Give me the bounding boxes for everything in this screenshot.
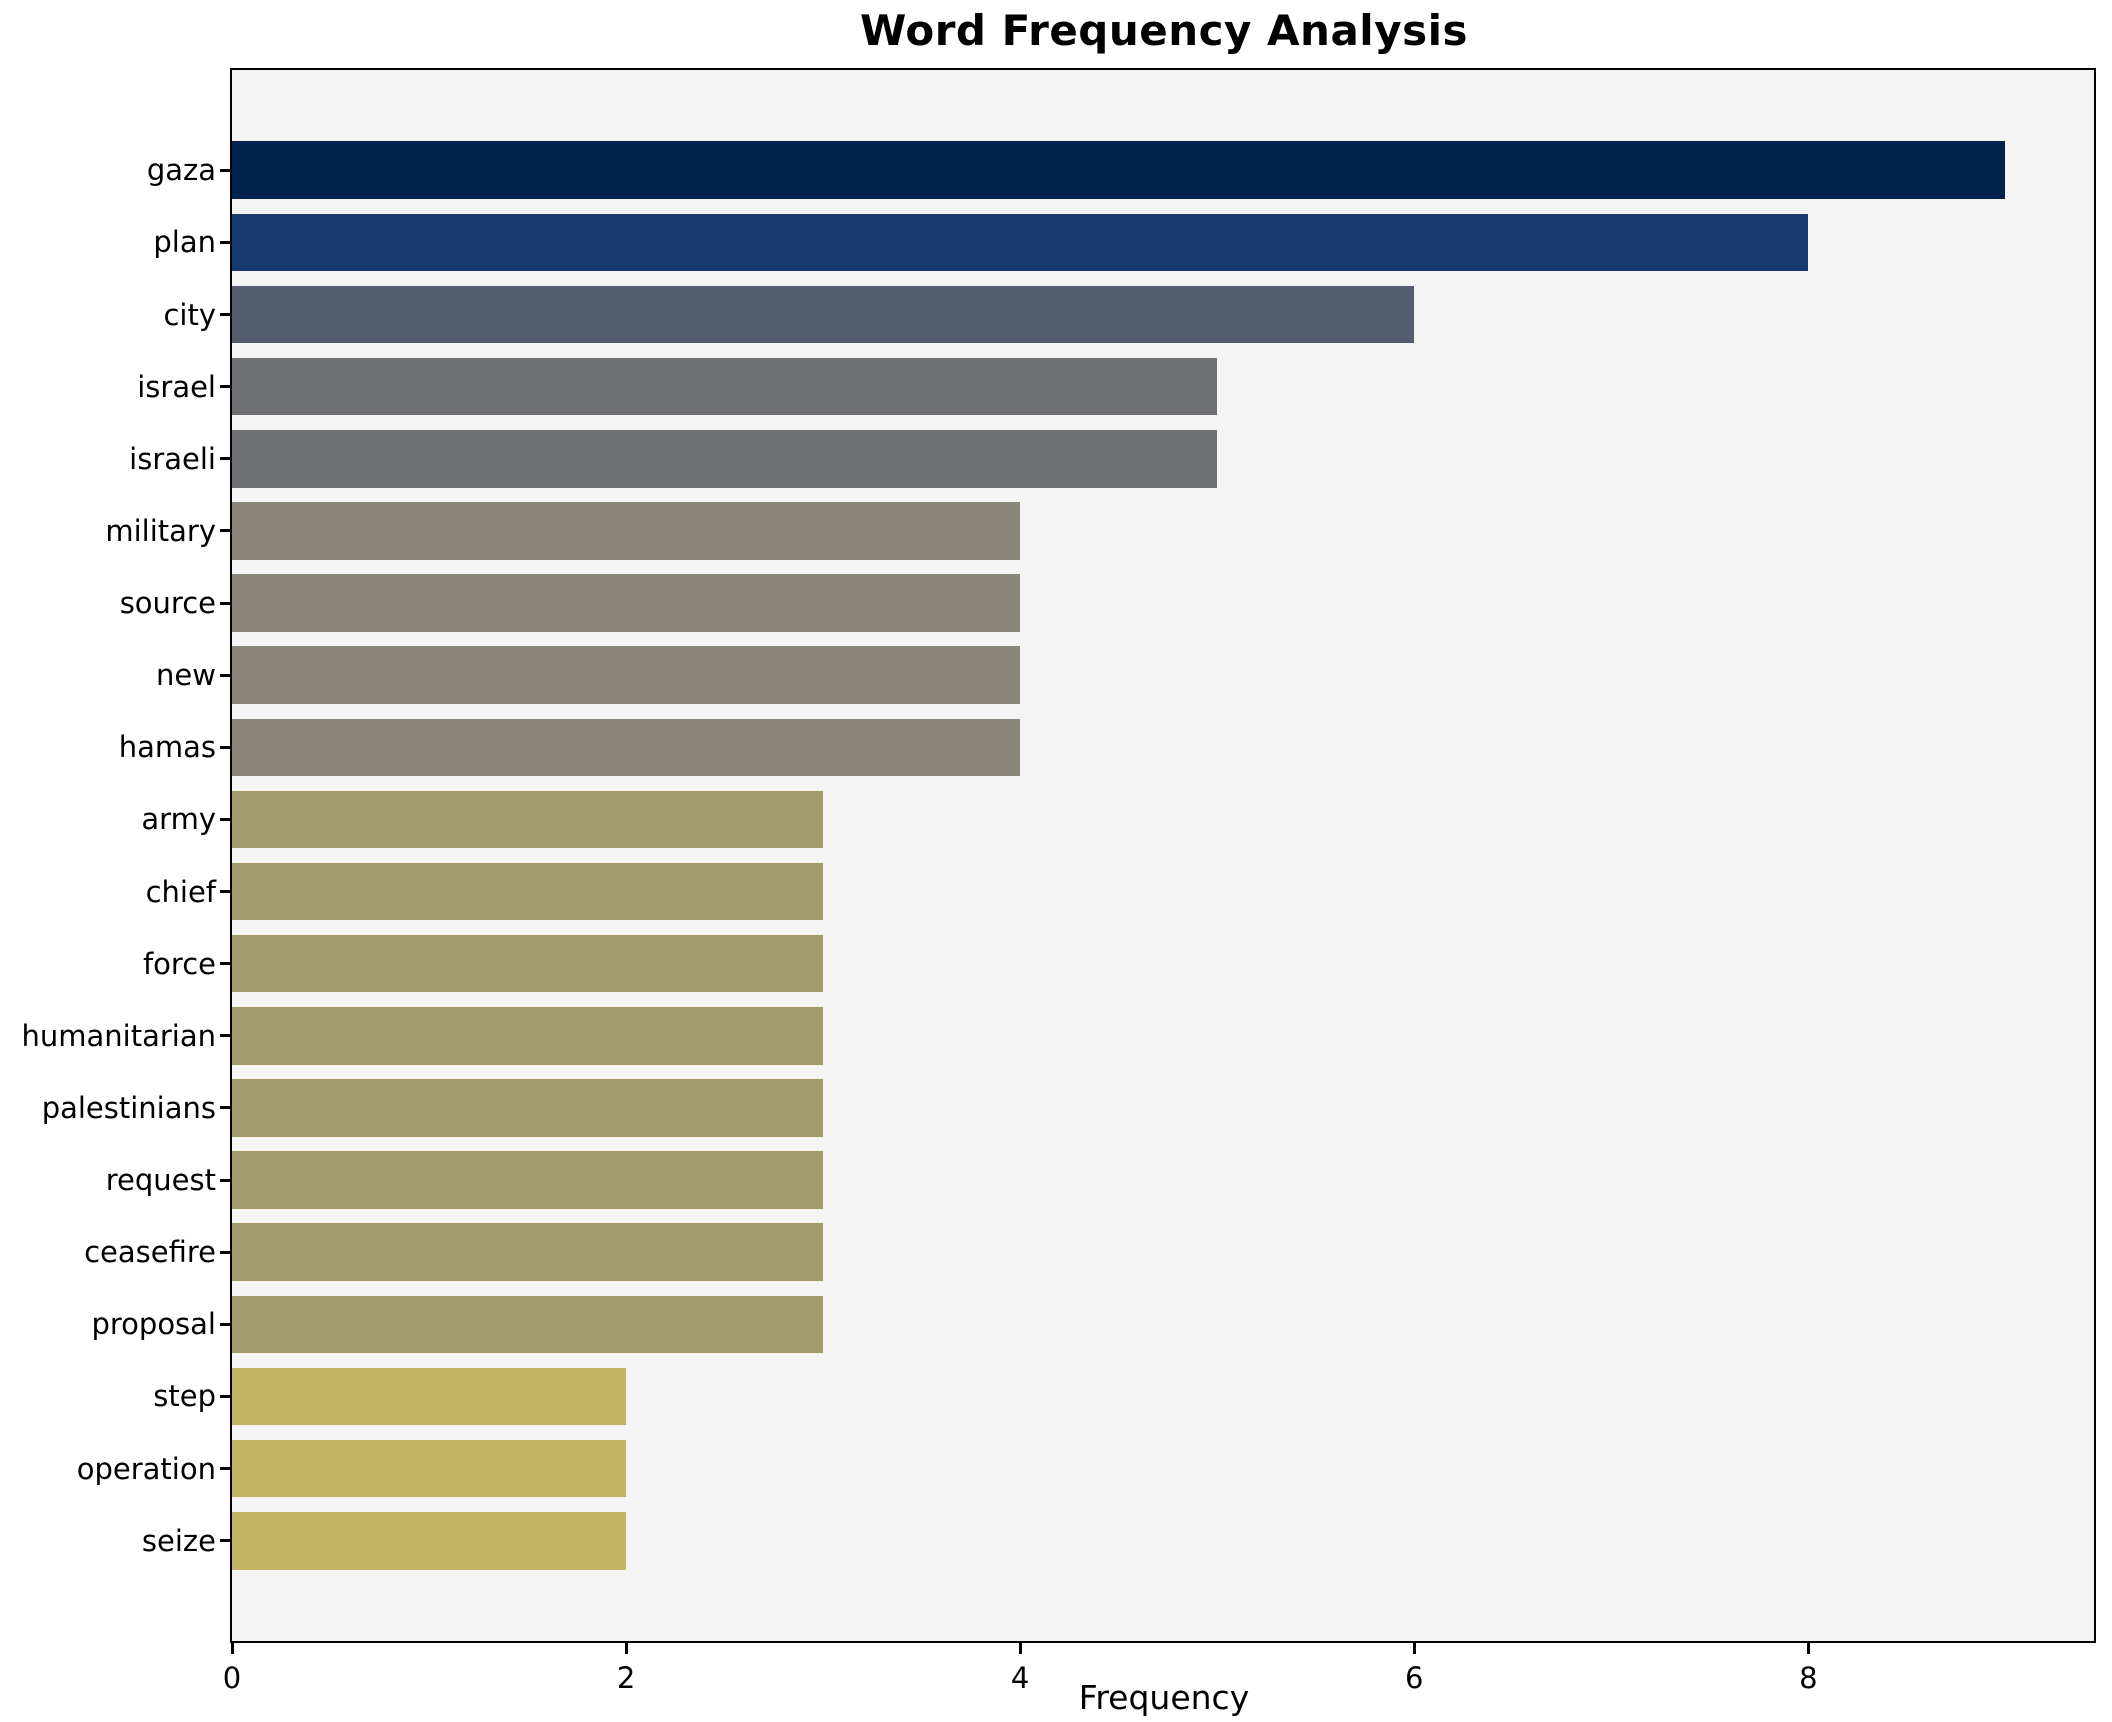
x-tick-mark — [230, 1643, 234, 1654]
bar-humanitarian — [232, 1007, 824, 1065]
y-tick-mark — [220, 601, 230, 605]
bar-israel — [232, 357, 1218, 416]
bar-seize — [232, 1511, 627, 1570]
bar-military — [232, 502, 1021, 560]
y-tick-label-operation: operation — [76, 1451, 216, 1486]
y-tick-label-army: army — [141, 802, 216, 837]
chart-title: Word Frequency Analysis — [860, 6, 1468, 55]
y-tick-mark — [220, 168, 230, 172]
y-tick-mark — [220, 313, 230, 317]
y-tick-mark — [220, 962, 230, 966]
y-tick-mark — [220, 1322, 230, 1326]
bar-palestinians — [232, 1079, 824, 1137]
bar-new — [232, 646, 1021, 704]
x-tick-label-0: 0 — [222, 1661, 242, 1695]
x-tick-label-8: 8 — [1799, 1661, 1818, 1695]
y-tick-label-request: request — [105, 1163, 216, 1198]
y-tick-mark — [220, 529, 230, 533]
y-tick-mark — [220, 457, 230, 461]
y-tick-mark — [220, 240, 230, 244]
x-tick-mark — [1806, 1643, 1810, 1654]
x-tick-mark — [1412, 1643, 1416, 1654]
y-tick-label-israeli: israeli — [129, 441, 216, 476]
bar-ceasefire — [232, 1223, 824, 1282]
x-tick-label-6: 6 — [1404, 1661, 1424, 1695]
y-tick-mark — [220, 817, 230, 821]
bar-hamas — [232, 718, 1021, 777]
bar-army — [232, 790, 824, 849]
y-tick-label-humanitarian: humanitarian — [21, 1018, 217, 1053]
y-tick-label-force: force — [142, 946, 216, 981]
bar-plan — [232, 213, 1809, 272]
bar-chief — [232, 862, 824, 921]
y-tick-mark — [220, 890, 230, 894]
bar-step — [232, 1367, 627, 1426]
y-tick-label-plan: plan — [153, 225, 216, 260]
y-tick-label-israel: israel — [137, 369, 216, 404]
bar-force — [232, 934, 824, 993]
x-tick-mark — [624, 1643, 628, 1654]
y-tick-mark — [220, 1250, 230, 1254]
bar-gaza — [232, 141, 2006, 200]
x-axis-label: Frequency — [1078, 1678, 1250, 1717]
y-tick-label-proposal: proposal — [91, 1307, 216, 1342]
bar-source — [232, 574, 1021, 632]
bar-proposal — [232, 1295, 824, 1354]
y-tick-mark — [220, 1539, 230, 1543]
bar-israeli — [232, 429, 1218, 488]
y-tick-label-seize: seize — [141, 1523, 216, 1558]
y-tick-label-new: new — [156, 658, 216, 693]
y-tick-label-hamas: hamas — [118, 730, 216, 765]
y-tick-mark — [220, 1394, 230, 1398]
x-tick-mark — [1018, 1643, 1022, 1654]
y-tick-label-source: source — [119, 586, 216, 621]
y-tick-mark — [220, 1034, 230, 1038]
y-tick-mark — [220, 673, 230, 677]
y-tick-label-chief: chief — [145, 874, 216, 909]
y-tick-mark — [220, 745, 230, 749]
y-tick-label-ceasefire: ceasefire — [84, 1235, 216, 1270]
y-tick-label-military: military — [105, 513, 216, 548]
y-tick-label-city: city — [163, 297, 216, 332]
plot-area — [230, 68, 2096, 1643]
x-tick-label-4: 4 — [1010, 1661, 1030, 1695]
bar-request — [232, 1151, 824, 1209]
x-tick-label-2: 2 — [616, 1661, 636, 1695]
y-tick-mark — [220, 385, 230, 389]
y-tick-mark — [220, 1106, 230, 1110]
y-tick-label-gaza: gaza — [146, 153, 216, 188]
y-tick-mark — [220, 1467, 230, 1471]
y-tick-label-step: step — [153, 1379, 216, 1414]
y-tick-label-palestinians: palestinians — [41, 1090, 216, 1125]
y-tick-mark — [220, 1178, 230, 1182]
bar-operation — [232, 1439, 627, 1498]
bar-city — [232, 285, 1415, 344]
